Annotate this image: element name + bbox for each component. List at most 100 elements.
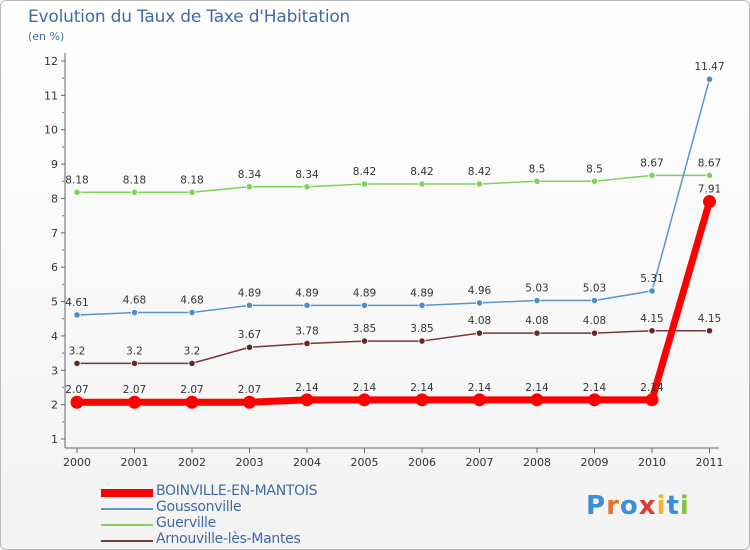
logo-letter: o: [619, 491, 639, 521]
data-point: [703, 195, 716, 209]
data-point: [475, 299, 484, 307]
logo-letter: i: [656, 491, 667, 521]
data-label: 4.89: [295, 287, 318, 299]
x-tick-label: 2009: [581, 456, 609, 469]
data-point: [245, 301, 254, 309]
data-label: 8.42: [468, 166, 491, 178]
logo-letter: x: [638, 491, 657, 521]
data-label: 4.89: [238, 287, 261, 299]
data-label: 4.15: [640, 313, 663, 325]
data-label: 2.14: [468, 382, 492, 394]
legend-swatch: [101, 540, 153, 542]
proxiti-logo: Proxiti: [586, 491, 690, 521]
data-point: [185, 395, 199, 409]
y-minor-tick: [62, 77, 64, 79]
data-point: [245, 183, 254, 191]
x-tick-label: 2001: [121, 456, 149, 469]
y-minor-tick: [62, 146, 64, 148]
data-label: 3.85: [410, 323, 433, 335]
data-label: 2.14: [295, 382, 319, 394]
data-label: 8.34: [238, 169, 262, 181]
data-label: 4.08: [468, 315, 491, 327]
logo-letter: i: [679, 491, 690, 521]
data-label: 8.42: [410, 166, 433, 178]
x-tick-label: 2004: [293, 456, 321, 469]
data-label: 4.89: [410, 287, 433, 299]
y-minor-tick: [62, 352, 64, 354]
data-point: [360, 180, 369, 188]
data-point: [530, 393, 544, 407]
x-tick-label: 2011: [696, 456, 724, 469]
data-point: [73, 359, 81, 367]
data-label: 3.67: [238, 329, 261, 341]
data-point: [648, 327, 656, 335]
data-point: [130, 308, 139, 317]
data-point: [415, 393, 429, 407]
data-label: 8.67: [640, 157, 663, 169]
data-point: [705, 327, 714, 335]
series-Guerville: 8.18 8.18 8.18 8.34 8.34 8.42 8.42 8.42 8.5 8.5 8.…: [65, 157, 721, 196]
x-tick-label: 2007: [466, 456, 494, 469]
legend-label: Guerville: [156, 515, 216, 531]
data-label: 2.07: [123, 384, 146, 396]
legend-label: Arnouville-lès-Mantes: [156, 531, 301, 547]
y-tick-label: 4: [51, 330, 58, 343]
y-tick-label: 9: [51, 158, 58, 171]
data-point: [188, 308, 196, 317]
y-minor-tick: [62, 180, 64, 183]
data-label: 3.78: [295, 325, 318, 337]
logo-letter: P: [586, 491, 607, 521]
series-line: [77, 330, 710, 365]
data-point: [303, 183, 311, 191]
data-label: 5.03: [583, 283, 606, 295]
data-label: 2.14: [640, 382, 664, 394]
x-tick-label: 2003: [236, 456, 264, 469]
data-label: 8.18: [180, 174, 203, 186]
y-tick-label: 6: [51, 261, 58, 274]
y-minor-tick: [62, 214, 64, 217]
y-tick-label: 5: [51, 296, 58, 309]
series-Arnouville-lès-Mantes: 3.2 3.2 3.2 3.67 3.78 3.85 3.85 4.08 4.08 4.08 4.1…: [69, 313, 721, 367]
data-point: [418, 301, 426, 309]
data-label: 8.18: [65, 174, 88, 186]
data-label: 8.5: [586, 163, 603, 175]
data-point: [300, 393, 314, 407]
data-label: 3.85: [353, 323, 376, 335]
data-label: 8.67: [698, 157, 721, 169]
y-tick-label: 10: [44, 124, 58, 137]
y-minor-tick: [62, 317, 64, 320]
data-point: [128, 395, 141, 409]
data-point: [590, 177, 599, 185]
y-tick-label: 1: [51, 433, 58, 446]
x-tick-label: 2008: [523, 456, 551, 469]
y-minor-tick: [62, 111, 64, 114]
y-tick-label: 7: [51, 227, 58, 240]
data-point: [475, 180, 484, 188]
data-point: [648, 287, 656, 295]
data-point: [588, 393, 601, 407]
logo-letter: t: [666, 491, 680, 521]
data-label: 8.42: [353, 166, 376, 178]
data-point: [360, 337, 369, 345]
data-label: 2.14: [353, 382, 377, 394]
x-tick-label: 2002: [178, 456, 206, 469]
legend-swatch: [101, 489, 153, 497]
data-point: [705, 171, 714, 180]
series-line: [77, 174, 710, 194]
data-point: [303, 301, 311, 309]
data-label: 4.68: [123, 295, 146, 307]
data-point: [130, 359, 139, 367]
data-point: [358, 393, 371, 407]
x-tick-label: 2006: [408, 456, 436, 469]
data-point: [245, 343, 254, 351]
data-point: [590, 329, 599, 337]
data-point: [533, 296, 541, 305]
data-point: [188, 359, 196, 367]
data-label: 8.18: [123, 174, 146, 186]
chart-unit: (en %): [28, 30, 65, 43]
data-point: [188, 188, 196, 196]
data-label: 2.14: [525, 382, 549, 394]
data-point: [70, 395, 84, 409]
data-point: [590, 296, 599, 305]
